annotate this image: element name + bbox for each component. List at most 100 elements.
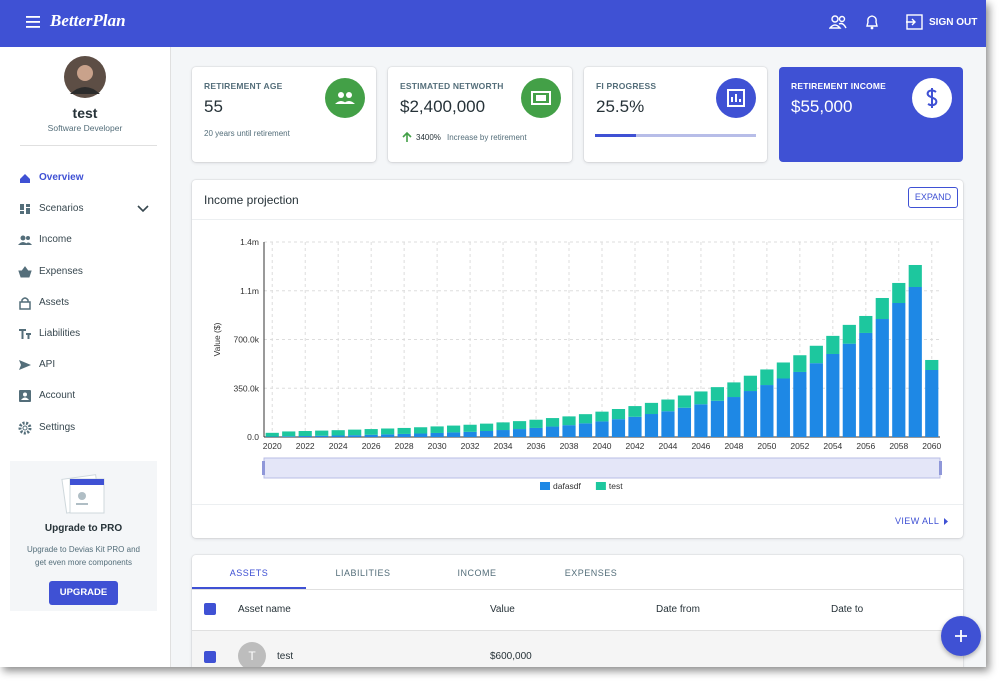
bar xyxy=(381,434,395,437)
nav-item[interactable]: Overview xyxy=(39,172,84,183)
bar xyxy=(859,332,873,437)
bar xyxy=(743,375,757,392)
y-tick-label: 350.0k xyxy=(233,383,259,393)
checkbox[interactable] xyxy=(204,603,216,615)
chart: 0.0 350.0k 700.0k 1.1m 1.4m 2020 2022 2024 2026 2… xyxy=(212,237,942,491)
bell-icon[interactable] xyxy=(865,14,879,30)
bar xyxy=(479,431,494,437)
tab[interactable]: ASSETS xyxy=(229,568,269,578)
bar xyxy=(710,400,725,437)
nav-icon xyxy=(18,235,32,246)
bar xyxy=(925,370,939,437)
x-tick-label: 2048 xyxy=(724,441,743,451)
bar xyxy=(414,427,428,434)
divider xyxy=(20,145,157,146)
bar xyxy=(496,422,510,431)
bar xyxy=(463,424,477,432)
bar xyxy=(760,369,774,386)
nav-item[interactable]: Liabilities xyxy=(39,328,81,339)
x-tick-label: 2028 xyxy=(395,441,414,451)
promo-title: Upgrade to PRO xyxy=(44,523,123,534)
progress-track xyxy=(595,134,756,137)
bar xyxy=(414,433,428,437)
checkbox[interactable] xyxy=(204,651,216,663)
y-axis-label: Value ($) xyxy=(212,322,222,356)
y-tick-label: 700.0k xyxy=(233,335,259,345)
nav-item[interactable]: Expenses xyxy=(39,265,83,277)
x-tick-label: 2046 xyxy=(691,441,710,451)
bar xyxy=(447,432,461,437)
bar xyxy=(727,397,741,437)
zoom-handle[interactable] xyxy=(939,461,942,475)
bar xyxy=(710,387,725,401)
nav-icon xyxy=(18,265,32,278)
sign-out-icon[interactable] xyxy=(906,14,923,30)
card-value: $55,000 xyxy=(791,97,853,116)
x-tick-label: 2050 xyxy=(757,441,776,451)
nav-item[interactable]: Income xyxy=(39,234,72,246)
bar xyxy=(545,426,560,437)
card-icon xyxy=(521,78,561,118)
bar xyxy=(562,416,576,426)
bar xyxy=(479,423,494,432)
x-tick-label: 2032 xyxy=(461,441,480,451)
card-value: $2,400,000 xyxy=(400,97,486,116)
bar xyxy=(348,435,362,437)
tab[interactable]: LIABILITIES xyxy=(335,568,391,578)
tab[interactable]: INCOME xyxy=(457,568,497,578)
bar xyxy=(496,430,510,437)
nav-item[interactable]: Scenarios xyxy=(39,203,84,215)
bar xyxy=(760,385,774,437)
x-tick-label: 2034 xyxy=(494,441,513,451)
bar xyxy=(447,425,461,433)
app: BetterPlan SIGN OUT test Software Develo… xyxy=(0,0,986,667)
table-panel: ASSETS LIABILITIES INCOME EXPENSES Asset na… xyxy=(192,555,963,667)
nav-icon xyxy=(18,421,32,435)
bar xyxy=(529,427,543,437)
nav-item[interactable]: Account xyxy=(39,390,76,402)
promo-text: Upgrade to Devias Kit PRO and get even m… xyxy=(27,545,140,567)
progress-bar xyxy=(595,134,637,137)
bar xyxy=(545,418,560,427)
bar xyxy=(892,303,906,437)
bar xyxy=(265,432,279,437)
nav-icon xyxy=(19,390,31,403)
upgrade-button[interactable]: UPGRADE xyxy=(49,581,118,605)
top-bar: BetterPlan SIGN OUT xyxy=(0,0,986,47)
chevron[interactable] xyxy=(137,205,149,213)
bar xyxy=(512,421,527,430)
x-tick-label: 2026 xyxy=(362,441,381,451)
view-all[interactable]: VIEW ALL xyxy=(895,516,940,526)
people-icon[interactable] xyxy=(829,15,847,29)
zoom-slider[interactable] xyxy=(263,457,941,479)
bar xyxy=(842,343,856,437)
divider xyxy=(192,219,963,220)
bar xyxy=(381,428,395,435)
legend-label: test xyxy=(609,481,623,491)
bar xyxy=(908,264,922,287)
bar xyxy=(463,431,477,437)
nav-item[interactable]: API xyxy=(39,359,56,371)
tab-indicator xyxy=(192,587,306,589)
zoom-handle[interactable] xyxy=(262,461,265,475)
bar xyxy=(315,435,329,437)
brand[interactable]: BetterPlan xyxy=(50,11,126,30)
fab[interactable] xyxy=(941,616,981,656)
bar xyxy=(908,286,922,437)
bar xyxy=(859,315,873,333)
bar xyxy=(397,433,411,437)
bar xyxy=(430,426,444,433)
menu-icon[interactable] xyxy=(26,16,40,28)
nav-item[interactable]: Assets xyxy=(39,296,70,308)
divider xyxy=(192,504,963,505)
sidebar: test Software Developer Overview Scenario… xyxy=(0,47,171,667)
promo: Upgrade to PRO Upgrade to Devias Kit PRO… xyxy=(10,461,157,611)
nav-icon xyxy=(20,174,30,183)
card-label: ESTIMATED NETWORTH xyxy=(400,81,504,91)
nav-item[interactable]: Settings xyxy=(39,421,76,433)
x-tick-label: 2060 xyxy=(922,441,941,451)
tab[interactable]: EXPENSES xyxy=(564,568,618,578)
sign-out[interactable]: SIGN OUT xyxy=(929,17,978,28)
expand-button[interactable]: EXPAND xyxy=(908,187,958,208)
y-tick-label: 1.1m xyxy=(240,286,259,296)
